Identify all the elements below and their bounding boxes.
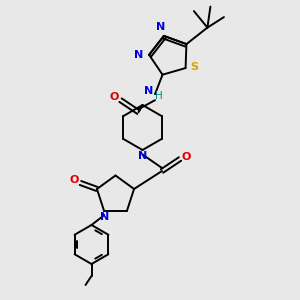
Text: N: N	[134, 50, 143, 60]
Text: N: N	[144, 86, 153, 96]
Text: O: O	[69, 175, 79, 185]
Text: S: S	[190, 61, 198, 72]
Text: O: O	[182, 152, 191, 162]
Text: O: O	[110, 92, 119, 102]
Text: N: N	[156, 22, 166, 32]
Text: N: N	[100, 212, 109, 222]
Text: N: N	[139, 151, 148, 161]
Text: H: H	[155, 91, 163, 101]
